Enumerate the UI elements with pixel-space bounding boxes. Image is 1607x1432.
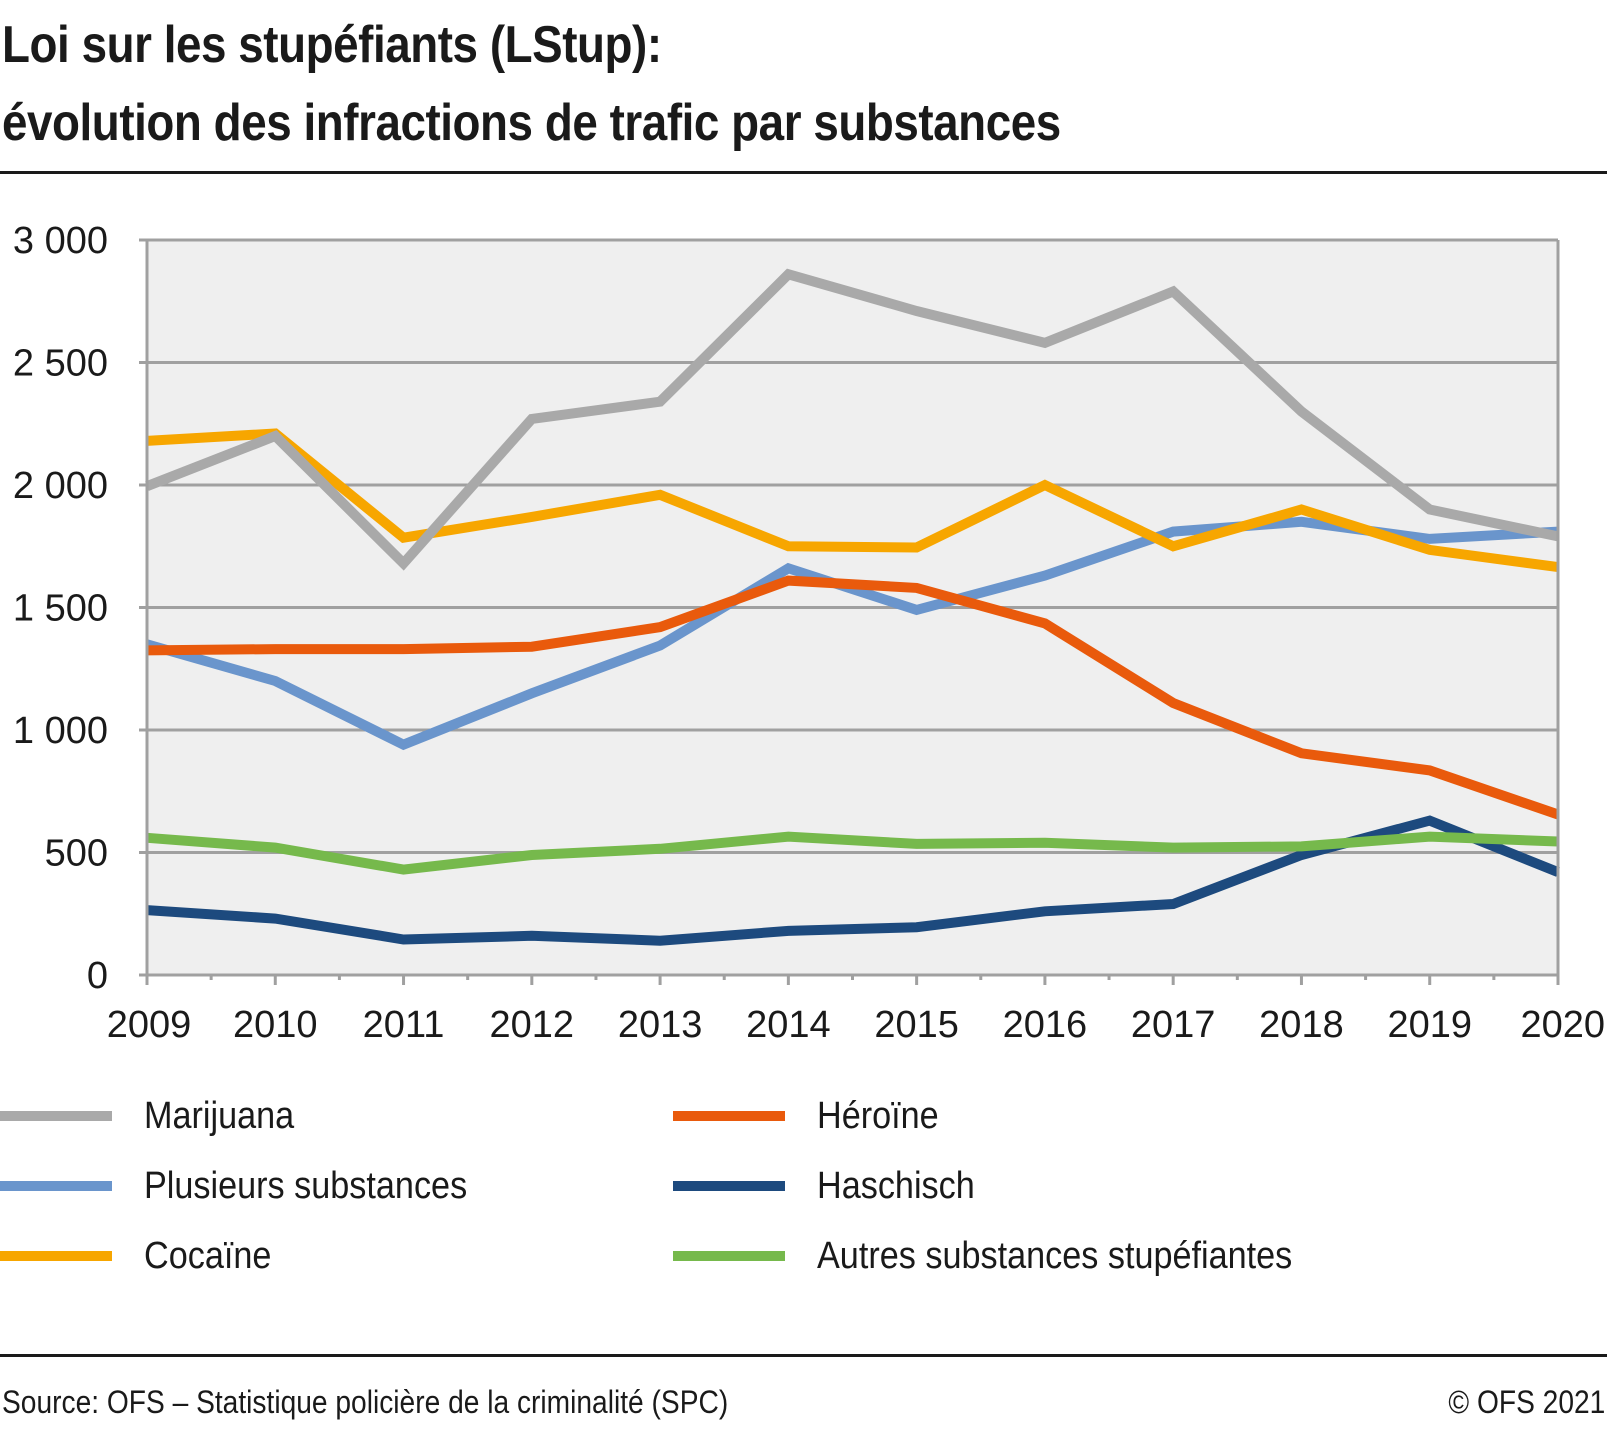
x-tick-label: 2013 [618, 1004, 703, 1046]
copyright-note: © OFS 2021 [1448, 1384, 1605, 1420]
x-tick-label: 2009 [107, 1004, 192, 1046]
legend-swatch-plusieurs-substances [0, 1181, 112, 1191]
legend-label-plusieurs-substances: Plusieurs substances [144, 1164, 468, 1207]
x-tick-label: 2012 [490, 1004, 575, 1046]
y-axis: 0 500 1 000 1 500 2 000 2 500 3 000 [13, 220, 147, 997]
legend-swatch-cocaine [0, 1251, 112, 1261]
y-tick-label: 1 000 [13, 710, 108, 752]
legend-label-heroine: Héroïne [817, 1094, 939, 1137]
legend-item-marijuana: Marijuana [0, 1086, 311, 1146]
title-divider [0, 171, 1607, 174]
x-tick-label: 2020 [1520, 1004, 1605, 1046]
plot-frame [145, 240, 1560, 985]
y-tick-label: 0 [87, 955, 108, 997]
legend-swatch-autres [673, 1251, 785, 1261]
legend-swatch-heroine [673, 1111, 785, 1121]
footer-divider [0, 1354, 1607, 1357]
legend-swatch-haschisch [673, 1181, 785, 1191]
legend-label-cocaine: Cocaïne [144, 1234, 272, 1277]
x-axis: 2009 2010 2011 2012 2013 2014 2015 2016 2017 2018… [107, 973, 1605, 1046]
source-note: Source: OFS – Statistique policière de l… [2, 1384, 729, 1420]
chart-title: Loi sur les stupéfiants (LStup): évoluti… [2, 6, 1061, 162]
x-tick-label: 2010 [233, 1004, 318, 1046]
legend-item-cocaine: Cocaïne [0, 1226, 286, 1286]
y-tick-label: 1 500 [13, 588, 108, 630]
legend-item-heroine: Héroïne [673, 1086, 952, 1146]
y-tick-label: 2 500 [13, 343, 108, 385]
x-tick-label: 2016 [1003, 1004, 1088, 1046]
legend-item-plusieurs-substances: Plusieurs substances [0, 1156, 503, 1216]
x-tick-label: 2018 [1259, 1004, 1344, 1046]
x-tick-label: 2015 [874, 1004, 959, 1046]
series-line-heroine [146, 575, 1560, 820]
x-tick-label: 2014 [746, 1004, 831, 1046]
legend-item-haschisch: Haschisch [673, 1156, 992, 1216]
legend-item-autres: Autres substances stupéfiantes [673, 1226, 1345, 1286]
y-tick-label: 500 [45, 833, 108, 875]
legend-label-haschisch: Haschisch [817, 1164, 975, 1207]
series-group [145, 268, 1560, 946]
legend: Marijuana Plusieurs substances Cocaïne H… [0, 1095, 1607, 1320]
legend-label-autres: Autres substances stupéfiantes [817, 1234, 1293, 1277]
legend-label-marijuana: Marijuana [144, 1094, 295, 1137]
x-tick-label: 2019 [1387, 1004, 1472, 1046]
series-line-cocaine [146, 428, 1559, 573]
x-tick-label: 2011 [363, 1004, 445, 1046]
chart-title-line-2: évolution des infractions de trafic par … [2, 94, 1061, 152]
y-tick-label: 2 000 [13, 465, 108, 507]
chart-title-line-1: Loi sur les stupéfiants (LStup): [2, 16, 662, 74]
y-tick-label: 3 000 [13, 220, 108, 262]
x-tick-label: 2017 [1131, 1004, 1216, 1046]
series-line-autres-substances-stupefiantes [146, 831, 1559, 875]
series-line-marijuana [145, 268, 1560, 571]
legend-swatch-marijuana [0, 1111, 112, 1121]
